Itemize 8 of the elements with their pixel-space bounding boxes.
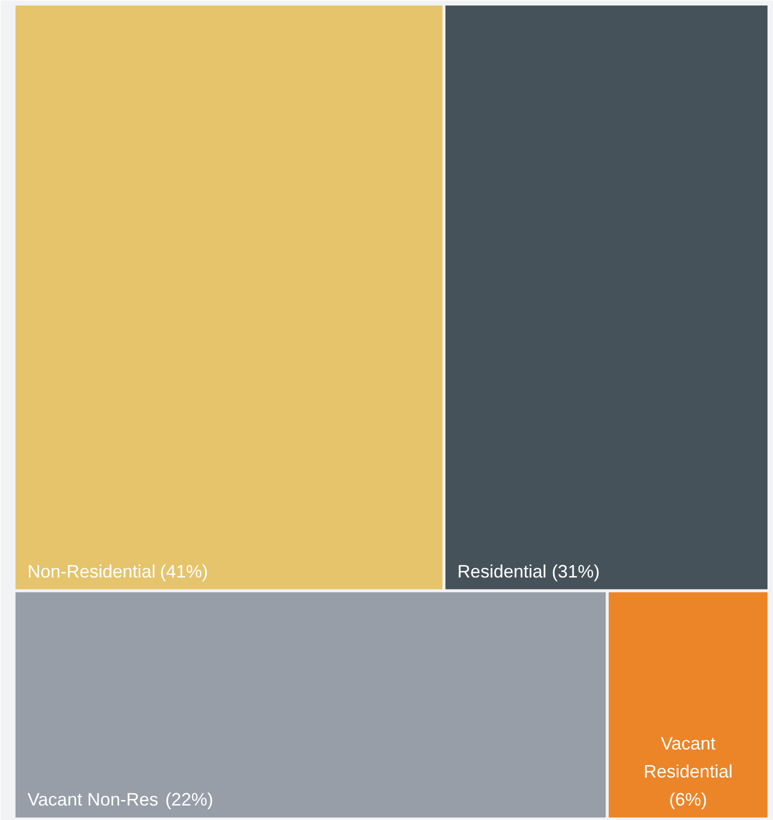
category-label: Vacant Residential [644,734,733,782]
data-label: (22%) [165,790,214,810]
data-label: (41%) [160,561,208,582]
data-label: (6%) [669,790,708,810]
data-label: (31%) [552,561,600,582]
category-label: Non-Residential [28,561,156,582]
category-label: Vacant Non-Res [28,790,158,810]
category-label: Residential [457,561,546,582]
